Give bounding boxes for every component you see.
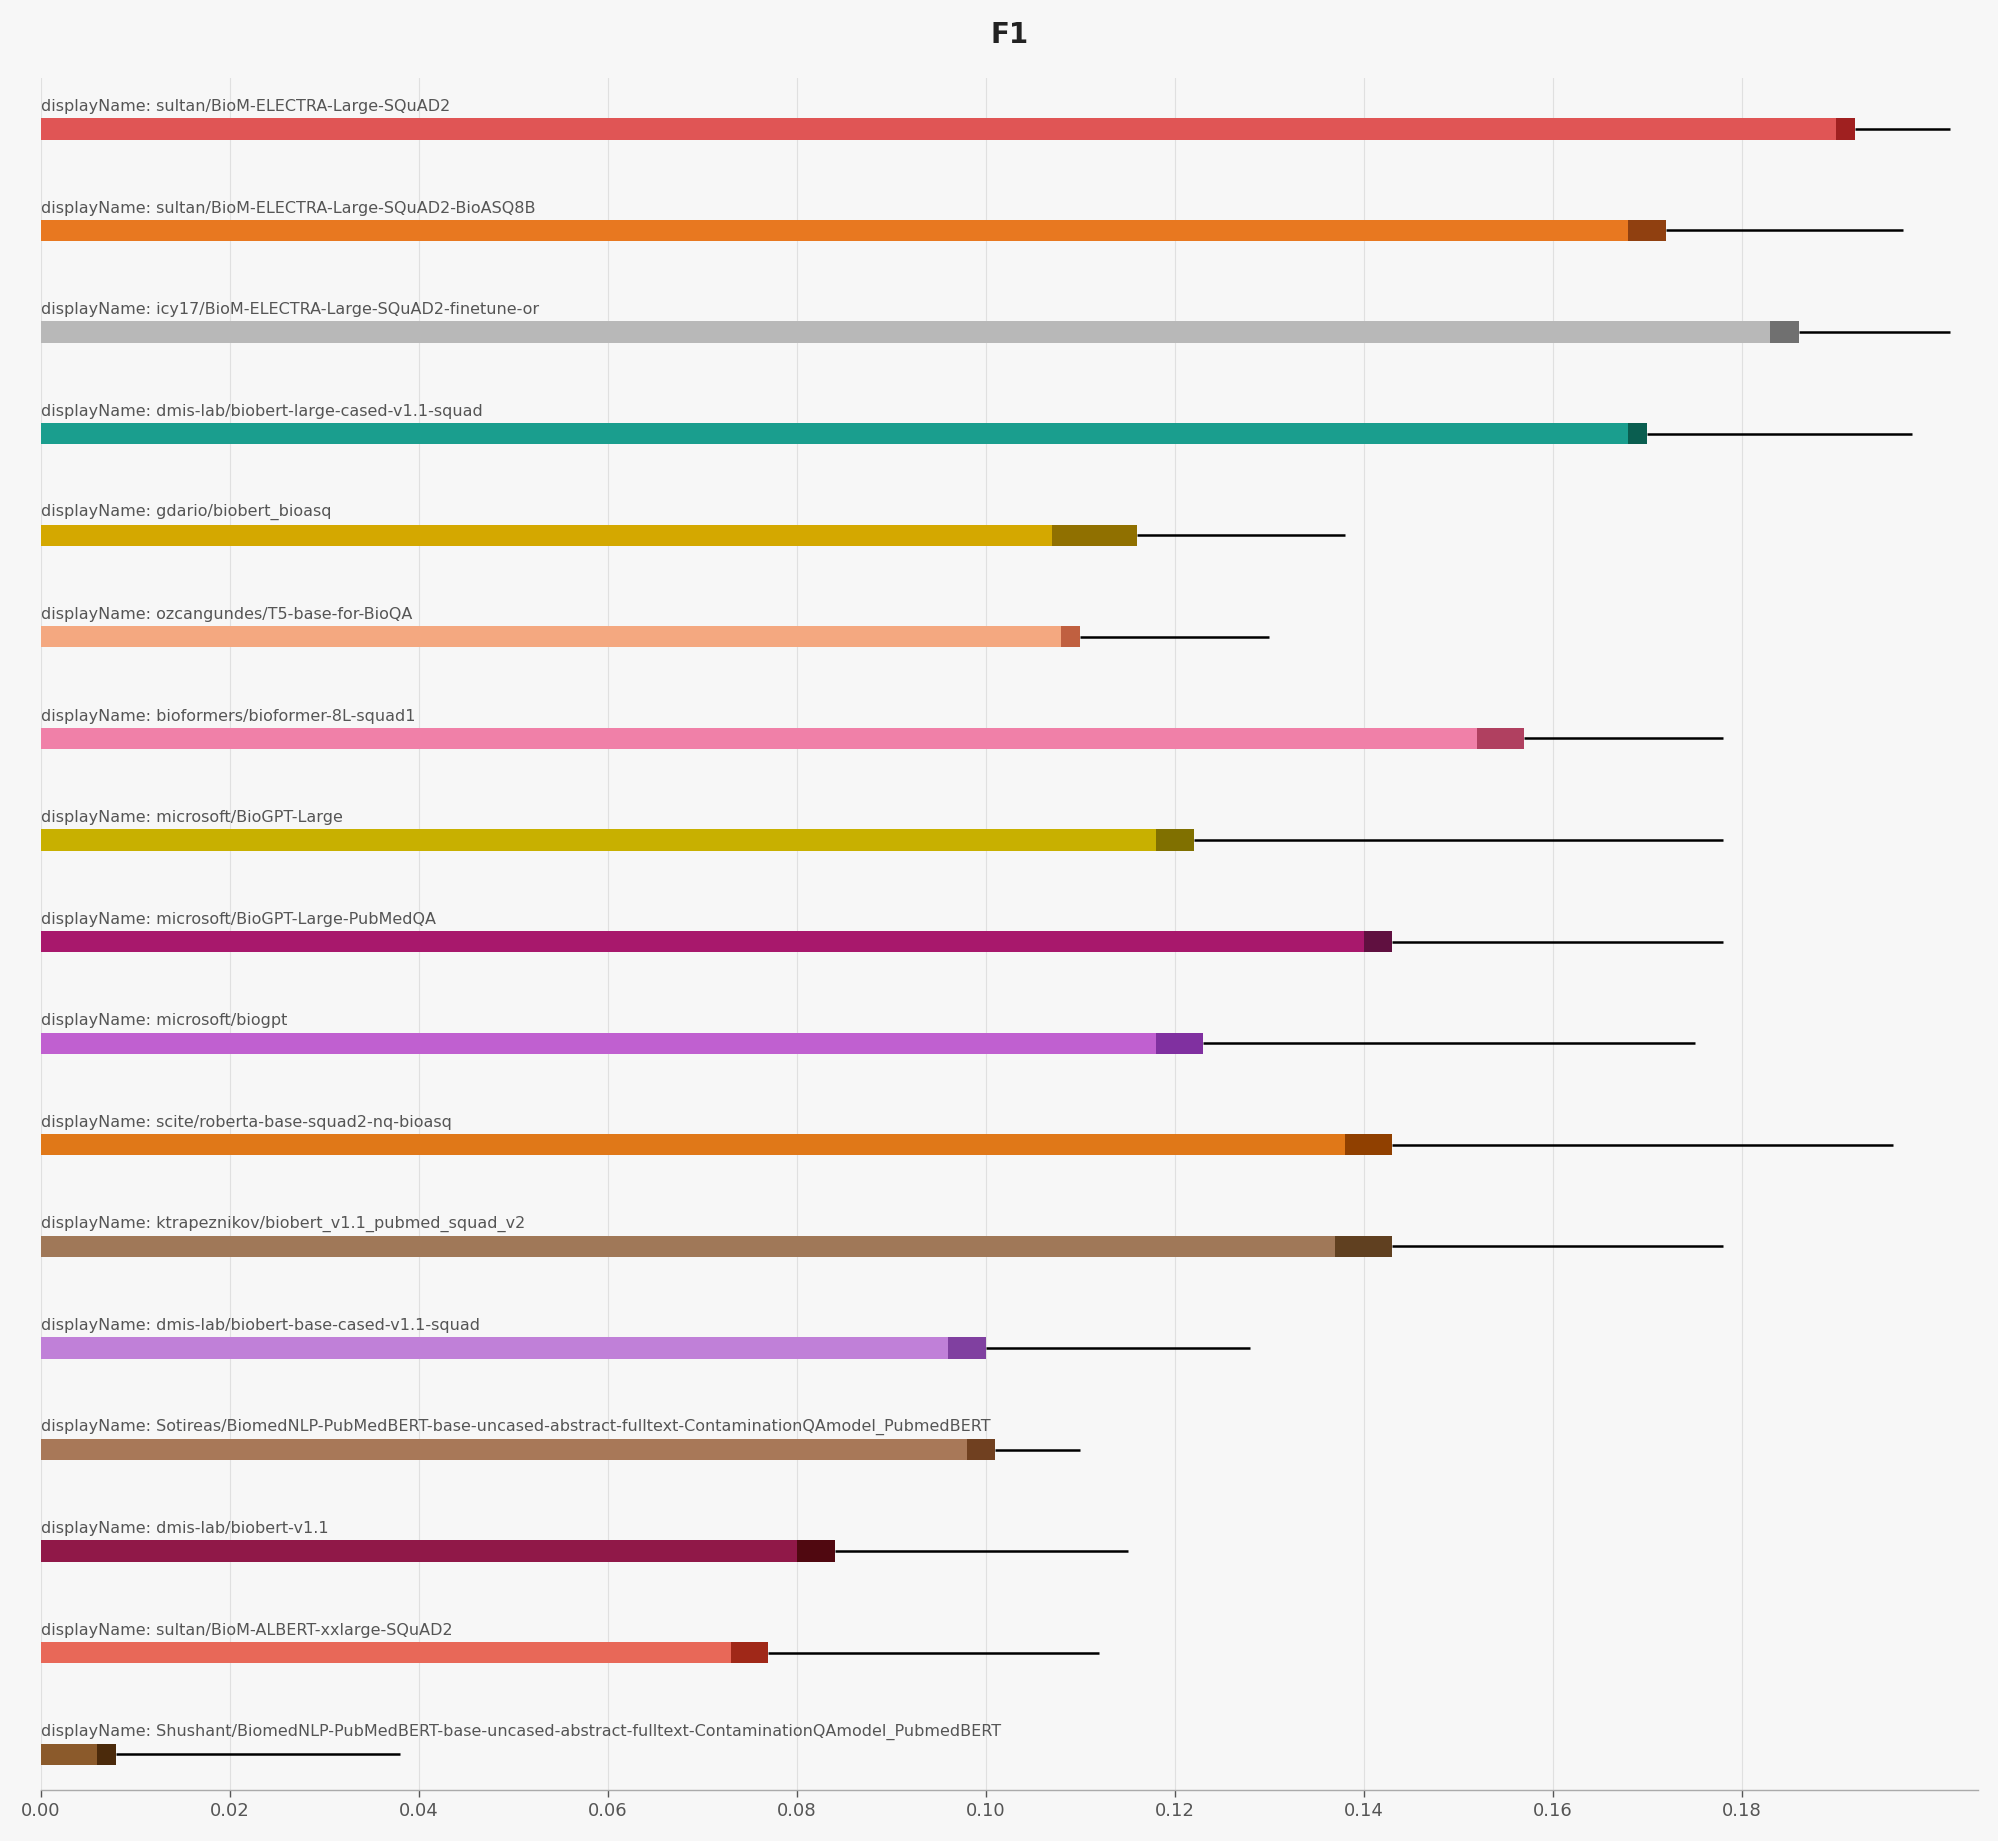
Text: displayName: ozcangundes/T5-base-for-BioQA: displayName: ozcangundes/T5-base-for-Bio…: [40, 608, 412, 622]
Text: displayName: microsoft/biogpt: displayName: microsoft/biogpt: [40, 1013, 288, 1029]
Bar: [40, 1235, 1335, 1257]
Bar: [1770, 322, 1798, 342]
Bar: [1051, 525, 1137, 547]
Text: displayName: Sotireas/BiomedNLP-PubMedBERT-base-uncased-abstract-fulltext-Contam: displayName: Sotireas/BiomedNLP-PubMedBE…: [40, 1419, 989, 1434]
Text: displayName: scite/roberta-base-squad2-nq-bioasq: displayName: scite/roberta-base-squad2-n…: [40, 1116, 452, 1130]
Bar: [40, 423, 1628, 444]
Bar: [40, 219, 1628, 241]
Bar: [40, 118, 1836, 140]
Bar: [797, 1541, 833, 1561]
Bar: [40, 1337, 947, 1359]
Bar: [1363, 932, 1391, 952]
Bar: [947, 1337, 985, 1359]
Text: displayName: dmis-lab/biobert-large-cased-v1.1-squad: displayName: dmis-lab/biobert-large-case…: [40, 403, 482, 420]
Bar: [40, 1440, 967, 1460]
Text: displayName: sultan/BioM-ELECTRA-Large-SQuAD2-BioASQ8B: displayName: sultan/BioM-ELECTRA-Large-S…: [40, 201, 535, 215]
Bar: [40, 1541, 797, 1561]
Bar: [40, 932, 1363, 952]
Title: F1: F1: [989, 20, 1027, 50]
Bar: [967, 1440, 995, 1460]
Text: displayName: ktrapeznikov/biobert_v1.1_pubmed_squad_v2: displayName: ktrapeznikov/biobert_v1.1_p…: [40, 1215, 525, 1232]
Bar: [40, 525, 1051, 547]
Text: displayName: icy17/BioM-ELECTRA-Large-SQuAD2-finetune-or: displayName: icy17/BioM-ELECTRA-Large-SQ…: [40, 302, 537, 317]
Bar: [40, 727, 1477, 749]
Bar: [40, 626, 1061, 648]
Bar: [1836, 118, 1854, 140]
Bar: [1628, 423, 1646, 444]
Text: displayName: gdario/biobert_bioasq: displayName: gdario/biobert_bioasq: [40, 504, 332, 521]
Bar: [98, 1743, 116, 1766]
Text: displayName: microsoft/BioGPT-Large-PubMedQA: displayName: microsoft/BioGPT-Large-PubM…: [40, 911, 436, 926]
Bar: [1155, 828, 1193, 851]
Text: displayName: microsoft/BioGPT-Large: displayName: microsoft/BioGPT-Large: [40, 810, 342, 825]
Bar: [40, 1033, 1155, 1053]
Bar: [1155, 1033, 1203, 1053]
Bar: [40, 322, 1770, 342]
Bar: [40, 1743, 98, 1766]
Text: displayName: Shushant/BiomedNLP-PubMedBERT-base-uncased-abstract-fulltext-Contam: displayName: Shushant/BiomedNLP-PubMedBE…: [40, 1723, 1001, 1740]
Bar: [1345, 1134, 1391, 1156]
Bar: [40, 1642, 729, 1664]
Bar: [729, 1642, 767, 1664]
Bar: [1335, 1235, 1391, 1257]
Text: displayName: sultan/BioM-ALBERT-xxlarge-SQuAD2: displayName: sultan/BioM-ALBERT-xxlarge-…: [40, 1624, 452, 1638]
Text: displayName: bioformers/bioformer-8L-squad1: displayName: bioformers/bioformer-8L-squ…: [40, 709, 416, 724]
Text: displayName: sultan/BioM-ELECTRA-Large-SQuAD2: displayName: sultan/BioM-ELECTRA-Large-S…: [40, 99, 450, 114]
Text: displayName: dmis-lab/biobert-v1.1: displayName: dmis-lab/biobert-v1.1: [40, 1521, 328, 1537]
Bar: [1628, 219, 1666, 241]
Text: displayName: dmis-lab/biobert-base-cased-v1.1-squad: displayName: dmis-lab/biobert-base-cased…: [40, 1318, 480, 1333]
Bar: [40, 828, 1155, 851]
Bar: [40, 1134, 1345, 1156]
Bar: [1061, 626, 1079, 648]
Bar: [1477, 727, 1524, 749]
